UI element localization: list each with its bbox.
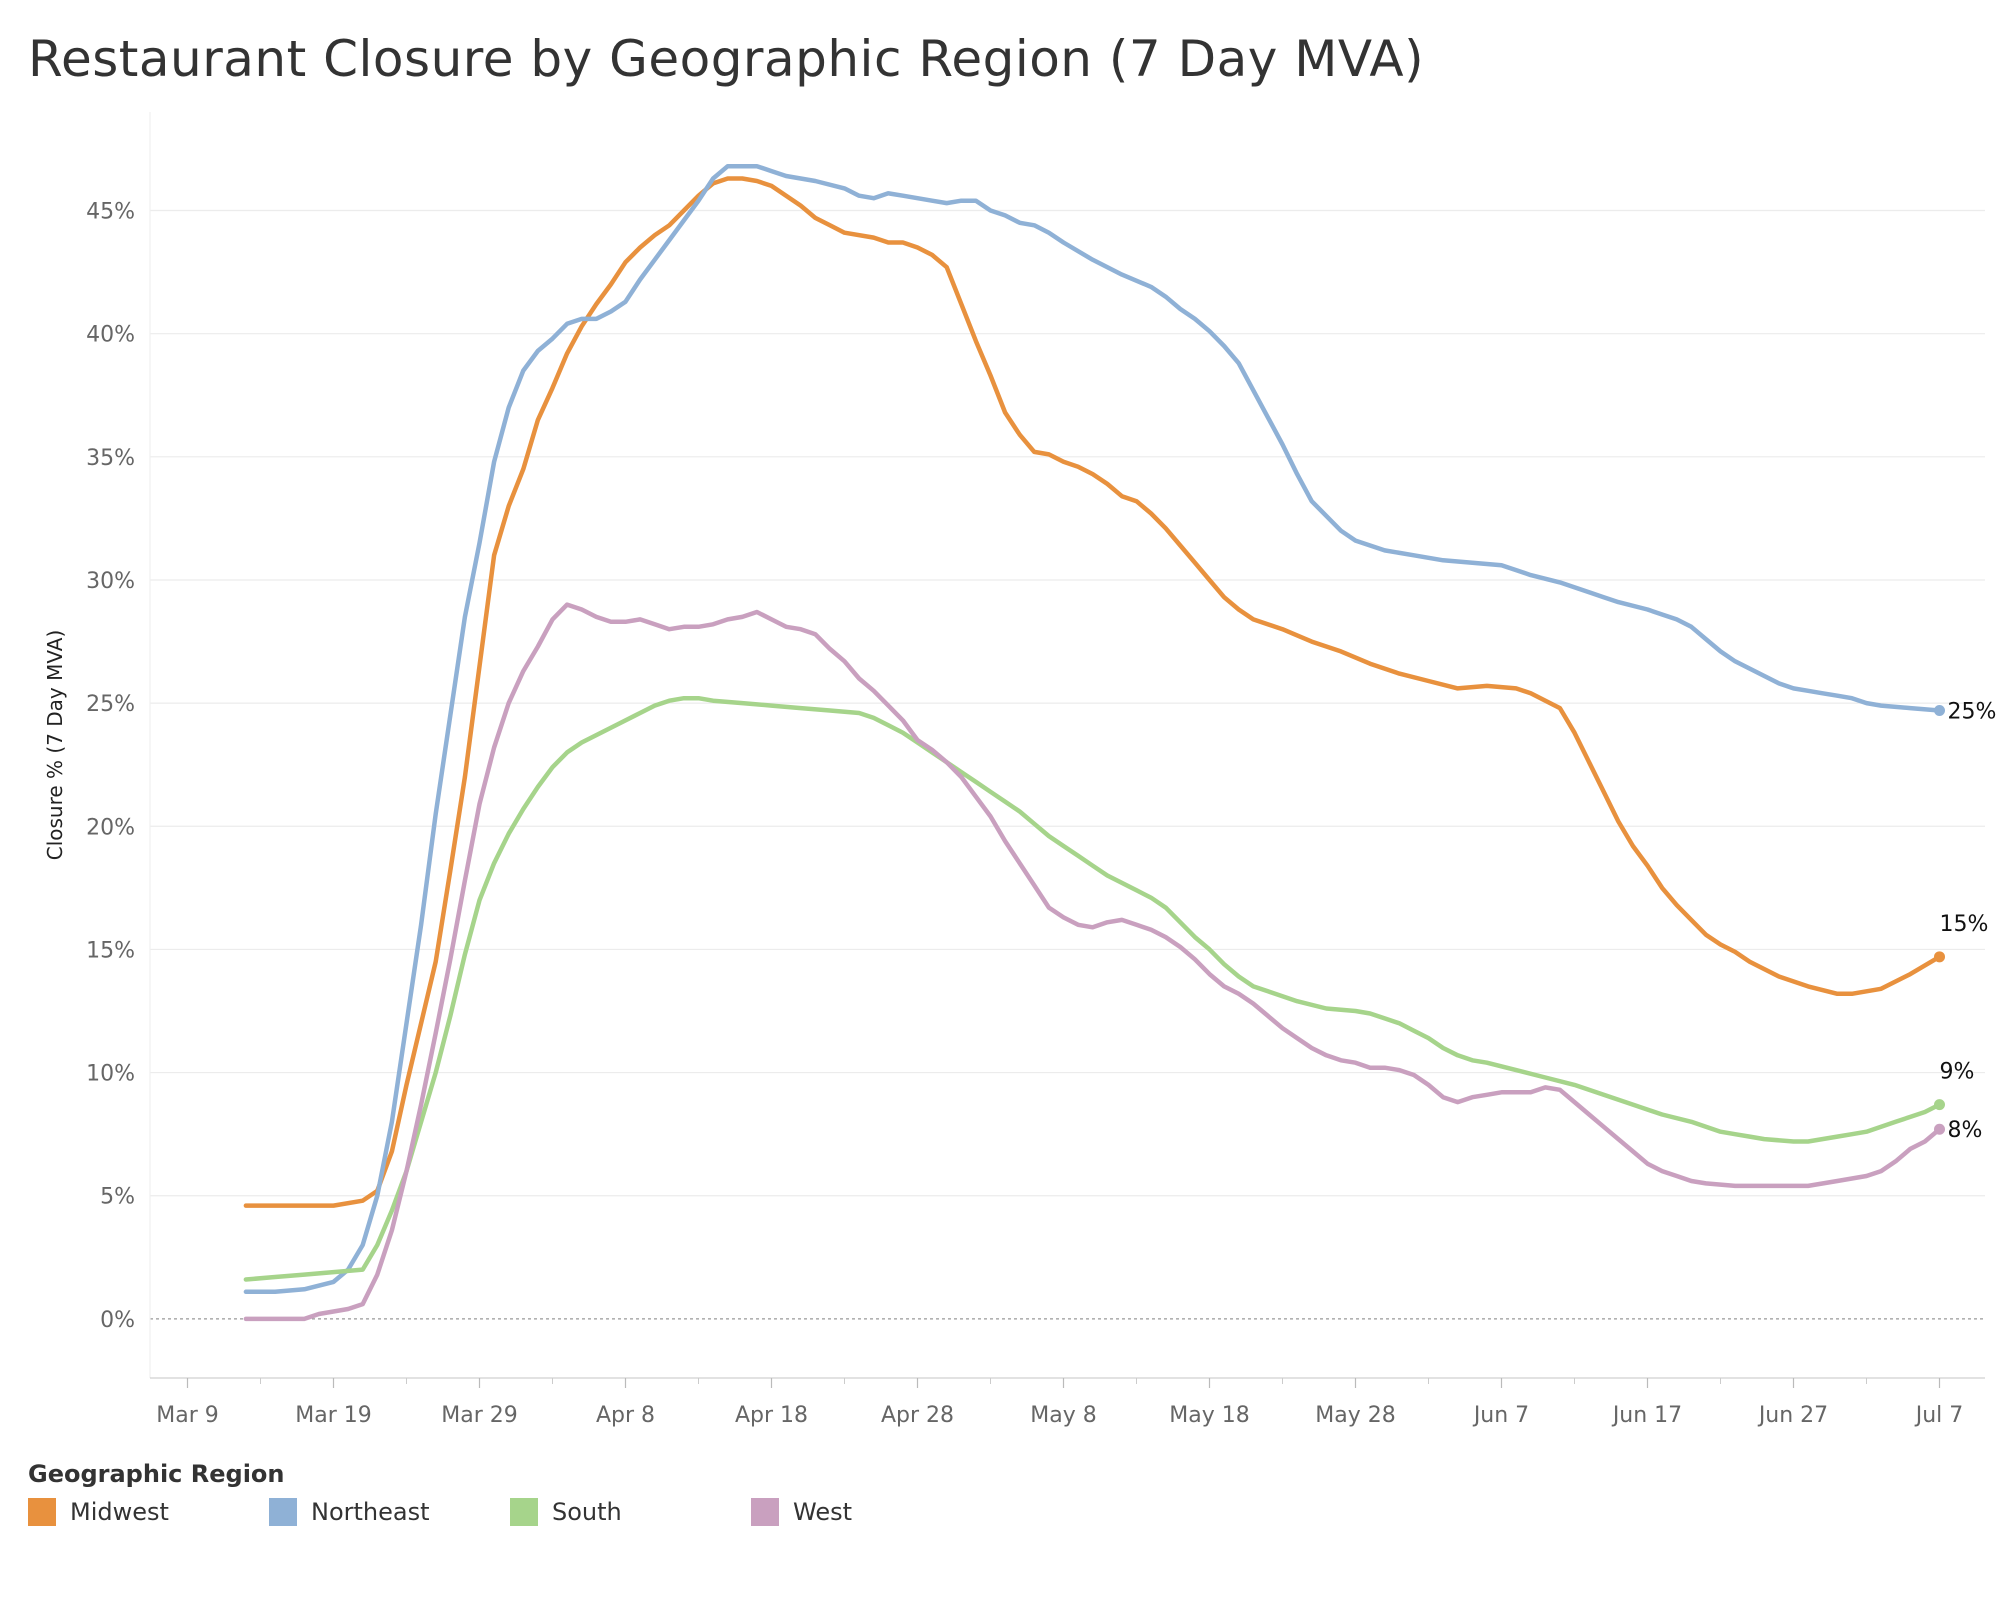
- legend-item-south[interactable]: South: [510, 1498, 751, 1526]
- gridlines: [150, 209, 1985, 1320]
- x-tick-label: Jun 17: [1611, 1403, 1682, 1428]
- y-tick-label: 30%: [86, 569, 135, 594]
- x-tick-label: May 18: [1169, 1403, 1249, 1428]
- x-tick-label: May 28: [1315, 1403, 1395, 1428]
- x-tick-label: Jun 27: [1757, 1403, 1828, 1428]
- end-point-south: [1934, 1099, 1945, 1111]
- x-tick-label: Apr 8: [596, 1403, 655, 1428]
- y-tick-label: 45%: [86, 200, 135, 225]
- y-tick-label: 15%: [86, 938, 135, 963]
- series-line-south: [243, 695, 1942, 1282]
- x-tick-label: Mar 19: [295, 1403, 372, 1428]
- y-tick-label: 10%: [86, 1062, 135, 1087]
- legend-label: Midwest: [70, 1498, 169, 1526]
- y-axis-label: Closure % (7 Day MVA): [43, 630, 67, 861]
- end-label-west: 8%: [1948, 1118, 1983, 1143]
- legend-swatch: [28, 1498, 56, 1526]
- y-tick-label: 35%: [86, 446, 135, 471]
- end-point-northeast: [1934, 705, 1945, 717]
- y-tick-label: 0%: [100, 1308, 135, 1333]
- series-lines: [243, 163, 1942, 1322]
- x-tick-label: May 8: [1030, 1403, 1096, 1428]
- y-tick-label: 25%: [86, 692, 135, 717]
- legend-label: Northeast: [311, 1498, 430, 1526]
- series-line-midwest: [243, 176, 1942, 1208]
- axes: 0% 5% 10% 15% 20% 25% 30% 35% 40% 45% Mar 9 Mar 19 M…: [86, 112, 1985, 1428]
- end-labels: 15% 25% 9% 8%: [1934, 700, 1997, 1143]
- legend-label: South: [552, 1498, 622, 1526]
- x-tick-label: Apr 28: [881, 1403, 954, 1428]
- end-label-northeast: 25%: [1948, 700, 1997, 725]
- legend-swatch: [510, 1498, 538, 1526]
- legend-label: West: [793, 1498, 853, 1526]
- y-tick-label: 5%: [100, 1185, 135, 1210]
- y-tick-label: 40%: [86, 323, 135, 348]
- chart-title: Restaurant Closure by Geographic Region …: [28, 30, 1425, 88]
- x-tick-label: Mar 9: [156, 1403, 219, 1428]
- legend-item-midwest[interactable]: Midwest: [28, 1498, 269, 1526]
- line-chart: 0% 5% 10% 15% 20% 25% 30% 35% 40% 45% Mar 9 Mar 19 M…: [43, 112, 1997, 1428]
- end-point-midwest: [1934, 951, 1945, 963]
- legend-items: Midwest Northeast South West: [28, 1498, 992, 1526]
- series-line-west: [243, 602, 1942, 1322]
- legend-swatch: [751, 1498, 779, 1526]
- series-line-northeast: [243, 163, 1942, 1295]
- end-point-west: [1934, 1123, 1945, 1135]
- end-label-south: 9%: [1940, 1060, 1975, 1085]
- legend: Geographic Region Midwest Northeast South W…: [28, 1460, 992, 1526]
- legend-item-northeast[interactable]: Northeast: [269, 1498, 510, 1526]
- x-tick-label: Jun 7: [1472, 1403, 1529, 1428]
- end-label-midwest: 15%: [1940, 912, 1989, 937]
- legend-item-west[interactable]: West: [751, 1498, 992, 1526]
- x-tick-label: Jul 7: [1914, 1403, 1964, 1428]
- x-tick-label: Apr 18: [735, 1403, 808, 1428]
- y-tick-label: 20%: [86, 815, 135, 840]
- x-tick-label: Mar 29: [441, 1403, 518, 1428]
- legend-title: Geographic Region: [28, 1460, 285, 1488]
- legend-swatch: [269, 1498, 297, 1526]
